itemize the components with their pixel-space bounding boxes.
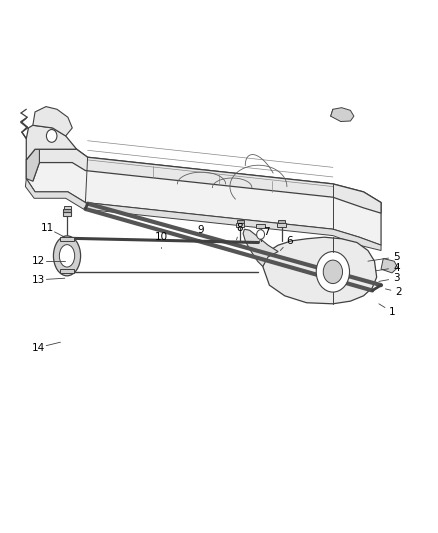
Polygon shape — [26, 149, 381, 245]
Polygon shape — [381, 259, 398, 273]
Text: 7: 7 — [263, 227, 270, 237]
Text: 13: 13 — [32, 275, 45, 285]
Polygon shape — [256, 224, 265, 228]
Polygon shape — [63, 212, 71, 216]
Text: 8: 8 — [237, 223, 244, 233]
Polygon shape — [237, 220, 244, 223]
Polygon shape — [243, 229, 278, 266]
Text: 11: 11 — [41, 223, 54, 233]
Circle shape — [316, 252, 350, 292]
Ellipse shape — [59, 245, 74, 267]
Text: 4: 4 — [393, 263, 400, 272]
Polygon shape — [331, 108, 354, 122]
Circle shape — [46, 130, 57, 142]
Text: 12: 12 — [32, 256, 45, 266]
Polygon shape — [263, 237, 377, 304]
Polygon shape — [60, 269, 74, 273]
Polygon shape — [63, 209, 71, 212]
Text: 6: 6 — [286, 236, 293, 246]
Circle shape — [257, 230, 265, 239]
Text: 1: 1 — [389, 307, 396, 317]
Polygon shape — [236, 223, 244, 227]
Polygon shape — [64, 206, 71, 209]
Text: 5: 5 — [393, 252, 400, 262]
Polygon shape — [33, 149, 381, 213]
Text: 10: 10 — [155, 232, 168, 242]
Text: 14: 14 — [32, 343, 45, 352]
Text: 3: 3 — [393, 273, 400, 283]
Polygon shape — [60, 237, 74, 241]
Polygon shape — [26, 125, 77, 160]
Polygon shape — [278, 220, 285, 223]
Polygon shape — [26, 149, 39, 181]
Circle shape — [323, 260, 343, 284]
Polygon shape — [25, 179, 381, 251]
Text: 2: 2 — [395, 287, 402, 297]
Ellipse shape — [53, 236, 81, 276]
Polygon shape — [33, 107, 72, 136]
Text: 9: 9 — [197, 225, 204, 235]
Polygon shape — [277, 223, 286, 227]
